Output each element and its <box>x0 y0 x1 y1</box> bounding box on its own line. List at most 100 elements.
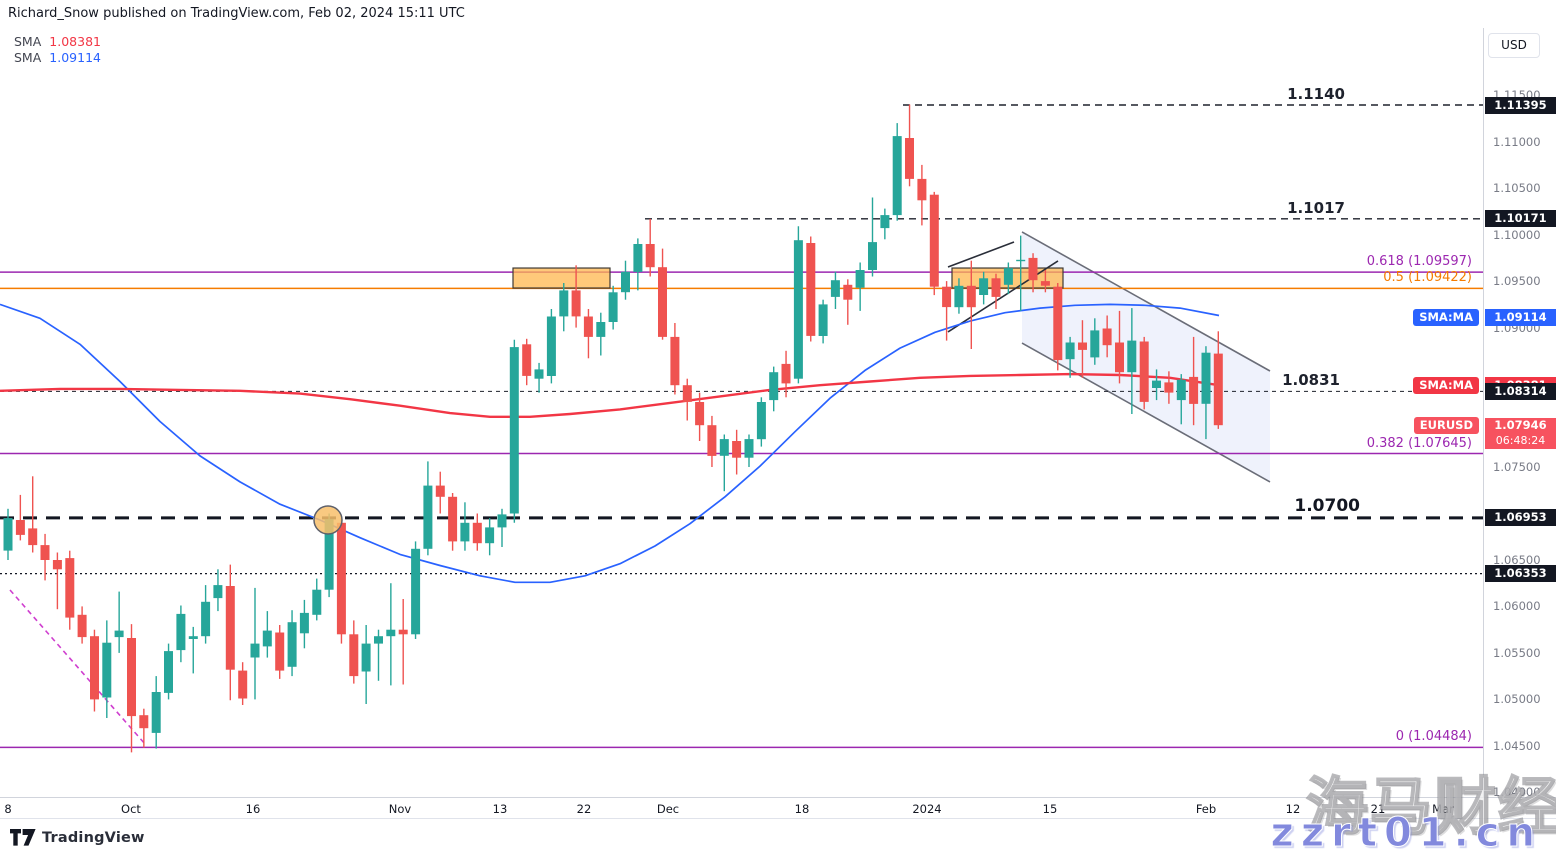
candle-body <box>658 267 667 337</box>
wedge-trendline-1[interactable] <box>947 241 1015 268</box>
candle-body <box>77 614 87 638</box>
candle-body <box>435 485 445 497</box>
candle-body <box>892 136 902 216</box>
candle-body <box>1053 286 1063 361</box>
legend-sma-blue-label: SMA <box>14 50 42 65</box>
candle-body <box>1115 342 1124 373</box>
time-tick-22: 22 <box>576 802 592 816</box>
candle-body <box>1213 353 1223 426</box>
candle-body <box>201 601 211 637</box>
candle-body <box>312 589 322 615</box>
candle-body <box>880 215 890 229</box>
price-badge-1.08314: 1.08314 <box>1485 383 1556 400</box>
candle-body <box>250 643 260 658</box>
price-badge-1.10171: 1.10171 <box>1485 210 1556 227</box>
candle-body <box>954 285 964 308</box>
sma-line-blue[interactable] <box>0 303 1220 584</box>
legend-sma-red: SMA 1.08381 <box>14 34 101 50</box>
candle-body <box>830 280 840 297</box>
legend-sma-blue: SMA 1.09114 <box>14 50 101 66</box>
candle-body <box>114 630 124 638</box>
candle-body <box>1201 352 1211 404</box>
tradingview-logo-icon <box>10 829 36 846</box>
candle-body <box>534 369 544 379</box>
axis-pill-SMAMA: SMA:MA <box>1413 309 1479 326</box>
candle-body <box>1102 328 1112 346</box>
candle-body <box>398 629 408 635</box>
candle-body <box>287 622 297 667</box>
supply-zone-1[interactable] <box>512 267 611 289</box>
candle-body <box>28 528 38 546</box>
candle-body <box>374 636 383 644</box>
candle-body <box>139 715 149 729</box>
time-axis[interactable]: 8 Oct 16 Nov 13 22 Dec 18 2024 15 Feb 12 21 Mar <box>0 797 1556 819</box>
chart-canvas[interactable] <box>0 28 1483 797</box>
time-tick-21: 21 <box>1370 802 1386 816</box>
candle-body <box>1065 342 1075 360</box>
candle-body <box>164 651 173 693</box>
candlestick-series <box>3 104 1223 753</box>
axis-pill-EURUSD: EURUSD <box>1413 417 1479 434</box>
candle-body <box>176 613 186 651</box>
candle-body <box>583 316 593 337</box>
price-tick: 1.10000 <box>1493 228 1541 242</box>
candle-body <box>1090 330 1100 358</box>
candle-body <box>942 286 952 308</box>
candle-body <box>645 244 655 268</box>
time-tick-13: 13 <box>492 802 508 816</box>
currency-toggle-button[interactable]: USD <box>1488 33 1540 58</box>
legend-sma-red-label: SMA <box>14 34 42 49</box>
price-tick: 1.05500 <box>1493 646 1541 660</box>
price-badge-1.07946: 1.07946 06:48:24 <box>1485 418 1556 449</box>
indicator-legend: SMA 1.08381 SMA 1.09114 <box>14 34 101 66</box>
descending-channel-line-upper[interactable] <box>1021 231 1271 372</box>
candle-body <box>1127 340 1137 373</box>
candle-body <box>52 560 62 570</box>
time-tick-18: 18 <box>794 802 810 816</box>
candle-body <box>1176 379 1186 401</box>
candle-body <box>509 347 519 514</box>
candle-body <box>15 520 25 535</box>
wedge-trendline-2[interactable] <box>947 260 1059 333</box>
time-tick-15: 15 <box>1042 802 1058 816</box>
candle-body <box>756 402 766 440</box>
candle-body <box>868 242 877 270</box>
candle-body <box>929 194 939 287</box>
candle-body <box>559 290 569 317</box>
candle-body <box>102 642 112 698</box>
candle-body <box>349 634 359 677</box>
candle-body <box>670 336 680 386</box>
price-badge-1.06353: 1.06353 <box>1485 565 1556 582</box>
candle-body <box>40 545 50 560</box>
candle-body <box>633 244 643 272</box>
time-tick-8: 8 <box>4 802 12 816</box>
candle-body <box>188 636 198 639</box>
candle-body <box>732 441 742 458</box>
candle-body <box>411 548 421 635</box>
candle-body <box>460 522 470 542</box>
candle-body <box>423 485 433 549</box>
price-axis[interactable]: 1.11500 1.11000 1.10500 1.10000 1.09500 1.090… <box>1483 28 1556 799</box>
candle-body <box>1189 376 1199 404</box>
candle-body <box>793 240 803 379</box>
descending-channel-line-lower[interactable] <box>1021 342 1271 483</box>
downtrend-line[interactable] <box>9 589 146 745</box>
candle-body <box>979 278 989 295</box>
candle-body <box>707 425 717 456</box>
legend-sma-red-value: 1.08381 <box>49 34 101 49</box>
candle-body <box>991 278 1001 297</box>
price-tick: 1.07500 <box>1493 460 1541 474</box>
tradingview-footer[interactable]: TradingView <box>10 829 145 846</box>
time-tick-2024: 2024 <box>912 802 942 816</box>
candle-body <box>225 586 235 670</box>
time-tick-12: 12 <box>1285 802 1301 816</box>
candle-body <box>917 178 927 201</box>
candle-body <box>781 363 791 384</box>
price-badge-1.11395: 1.11395 <box>1485 97 1556 114</box>
entry-circle-annotation[interactable] <box>313 505 343 535</box>
price-tick: 1.09500 <box>1493 274 1541 288</box>
candle-body <box>818 304 828 336</box>
sma-line-red[interactable] <box>0 372 1220 418</box>
price-badge-1.06953: 1.06953 <box>1485 509 1556 526</box>
